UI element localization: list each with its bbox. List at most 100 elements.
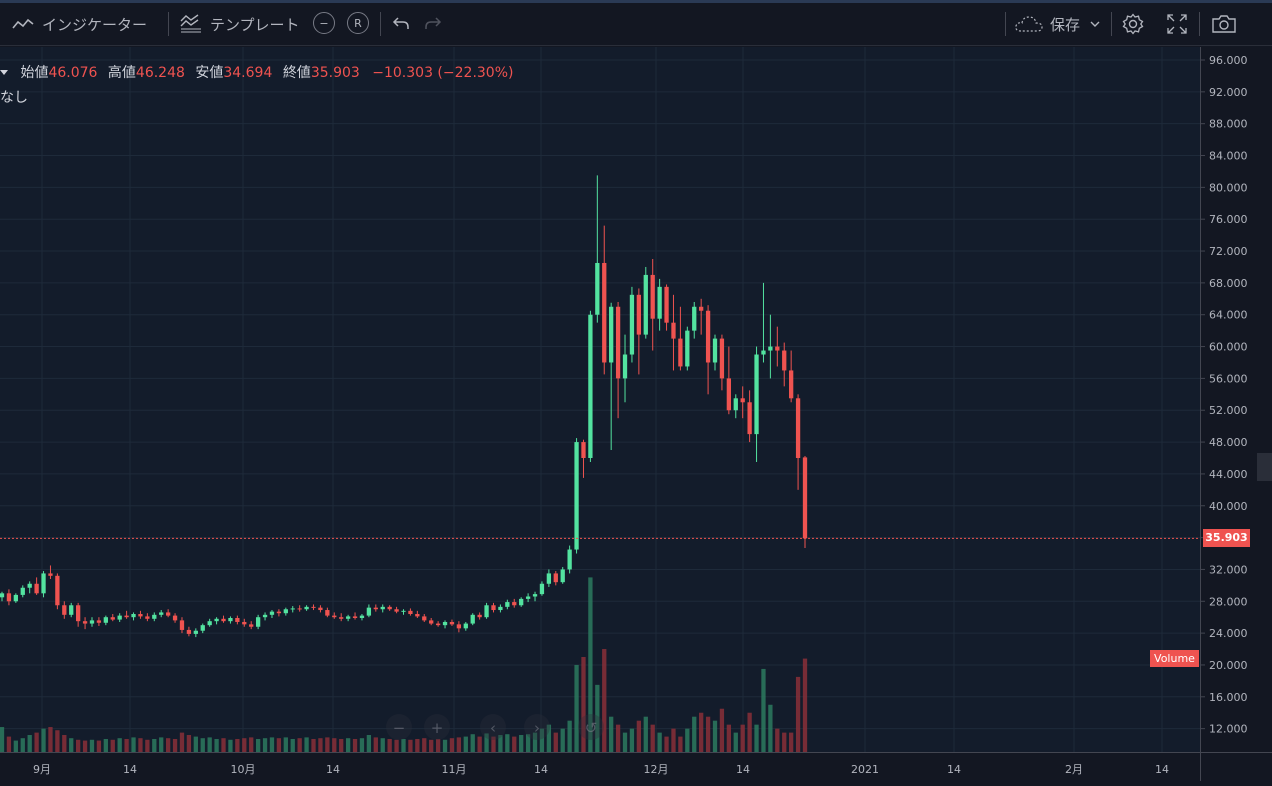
candle-body [532,594,538,597]
candle-body [352,616,358,618]
candle-body [671,322,676,339]
volume-bar [262,738,268,752]
volume-bar [207,737,212,752]
volume-bar [726,724,731,752]
candle-body [449,621,455,625]
candle-body [498,606,503,611]
candle-body [34,583,39,594]
candle-body [539,583,545,595]
candle-body [165,612,171,616]
candle-body [705,310,711,363]
candle-body [221,618,226,622]
volume-bar [650,724,655,752]
price-tick-label: 96.000 [1209,54,1248,67]
candle-body [138,614,143,617]
templates-button[interactable]: テンプレート [179,12,300,36]
price-tick-label: 64.000 [1209,309,1248,322]
candle-body [629,294,635,355]
price-tick-label: 24.000 [1209,627,1248,640]
nav-control-button[interactable] [524,714,550,740]
volume-bar [152,738,157,752]
nav-control-button[interactable] [386,714,412,740]
volume-bar [733,732,738,752]
volume-bar [539,728,545,752]
open-value: 46.076 [48,65,98,81]
candle-body [657,286,662,319]
side-panel-tab[interactable] [1257,453,1272,481]
camera-icon[interactable] [1211,13,1237,35]
price-axis[interactable]: 96.000 92.000 88.000 84.000 80.000 76.000 72.0… [1200,47,1272,752]
nav-control-button[interactable] [578,714,604,740]
candle-body [574,442,579,550]
r-circle-button[interactable]: R [347,12,369,34]
redo-icon[interactable] [424,15,442,31]
volume-bar [165,738,171,752]
candle-body [740,398,745,403]
toolbar-divider [1199,12,1200,36]
candle-body [0,593,5,598]
volume-bar [200,738,205,752]
volume-bar [775,728,780,752]
minus-circle-button[interactable]: − [313,12,335,34]
price-tick-label: 12.000 [1209,723,1248,736]
candle-body [249,624,254,627]
nav-control-button[interactable] [424,714,450,740]
settings-gear-icon[interactable] [1122,13,1144,35]
nav-control-glyph: › [534,719,540,737]
nav-control-button[interactable] [480,714,506,740]
volume-bar [609,716,614,752]
candle-body [373,607,378,610]
candle-body [159,612,164,615]
candle-body [339,617,344,619]
candle-body [207,621,212,626]
fullscreen-icon[interactable] [1166,13,1188,35]
low-value: 34.694 [223,65,273,81]
save-button[interactable]: 保存 [1014,12,1100,36]
axis-corner [1200,752,1272,781]
price-tick-label: 68.000 [1209,277,1248,290]
volume-bar [13,740,18,752]
volume-bar [705,716,711,752]
volume-bar [103,738,108,752]
volume-bar [560,728,565,752]
volume-bar [602,649,607,752]
candle-body [470,614,475,624]
volume-bar [76,739,81,752]
candle-body [55,575,60,606]
candle-body [366,607,372,616]
indicators-button[interactable]: インジケーター [12,12,147,36]
price-tick-label: 84.000 [1209,150,1248,163]
volume-bar [498,735,503,752]
candle-body [415,614,420,617]
volume-bar [394,739,399,752]
volume-bar [484,733,489,752]
volume-bar [6,736,12,752]
time-axis[interactable]: 9月 14 10月 14 11月 14 12月 14 2021 14 2月 14 [0,752,1200,781]
toolbar-divider [1111,12,1112,36]
candle-body [186,629,192,634]
legend-collapse-icon[interactable] [0,69,8,75]
chart-area[interactable]: − + ‹ › ↺ [0,47,1200,752]
price-tick-label: 60.000 [1209,341,1248,354]
candle-body [62,605,67,615]
volume-bar [422,738,427,752]
volume-bar [588,577,593,752]
volume-bar [692,716,697,752]
price-tick-label: 44.000 [1209,468,1248,481]
candle-body [609,306,614,363]
candle-body [484,605,489,618]
volume-bar [442,739,448,752]
volume-bar [373,737,378,752]
time-tick-label: 14 [1155,763,1169,776]
candle-body [622,354,628,379]
candle-body [615,306,621,379]
candle-body [380,606,385,610]
undo-icon[interactable] [392,15,410,31]
price-axis-labels: 96.000 92.000 88.000 84.000 80.000 76.000 72.0… [1201,54,1248,736]
candle-body [290,608,295,610]
volume-bar [255,738,261,752]
volume-bar [553,732,558,752]
candle-body [491,605,496,611]
candle-body [588,314,593,458]
candle-body [20,587,25,595]
